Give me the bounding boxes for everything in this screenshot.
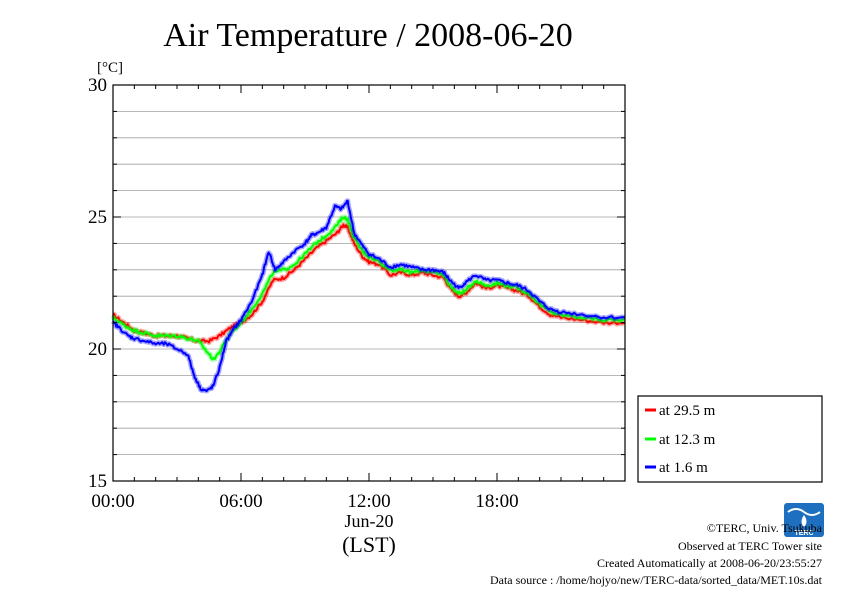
created-text: Created Automatically at 2008-06-20/23:5… [597, 556, 822, 570]
series-halo [110, 214, 626, 362]
date-label: Jun-20 [345, 511, 394, 531]
x-tick-label: 18:00 [475, 491, 518, 512]
y-tick-label: 25 [88, 207, 107, 228]
y-axis-unit: [°C] [97, 60, 123, 76]
logo-text: TERC [794, 530, 813, 537]
legend-label: at 29.5 m [659, 403, 716, 419]
wave-icon [787, 508, 821, 516]
terc-logo: TERC [784, 503, 824, 537]
series-line [112, 223, 626, 344]
legend-label: at 1.6 m [659, 460, 708, 476]
x-tick-label: 12:00 [347, 491, 390, 512]
series-layer [110, 198, 626, 394]
series-line [112, 215, 626, 361]
drop-icon [801, 515, 807, 527]
legend: at 29.5 m at 12.3 m at 1.6 m [637, 395, 823, 483]
y-tick-label: 30 [88, 75, 107, 96]
series-halo [111, 222, 626, 345]
series-line [112, 199, 626, 392]
legend-label: at 12.3 m [659, 432, 716, 448]
x-tick-label: 06:00 [219, 491, 262, 512]
source-text: Data source : /home/hojyo/new/TERC-data/… [490, 573, 823, 587]
grid [113, 111, 625, 456]
x-axis-label: (LST) [342, 532, 396, 557]
y-tick-label: 20 [88, 339, 107, 360]
x-tick-label: 00:00 [91, 491, 134, 512]
chart-title: Air Temperature / 2008-06-20 [163, 17, 573, 54]
legend-box [637, 395, 823, 483]
observed-text: Observed at TERC Tower site [678, 539, 822, 553]
copyright-text: ©TERC, Univ. Tsukuba [707, 521, 823, 535]
ticks [112, 84, 626, 482]
y-tick-label: 15 [88, 471, 107, 492]
plot-frame [112, 84, 626, 482]
